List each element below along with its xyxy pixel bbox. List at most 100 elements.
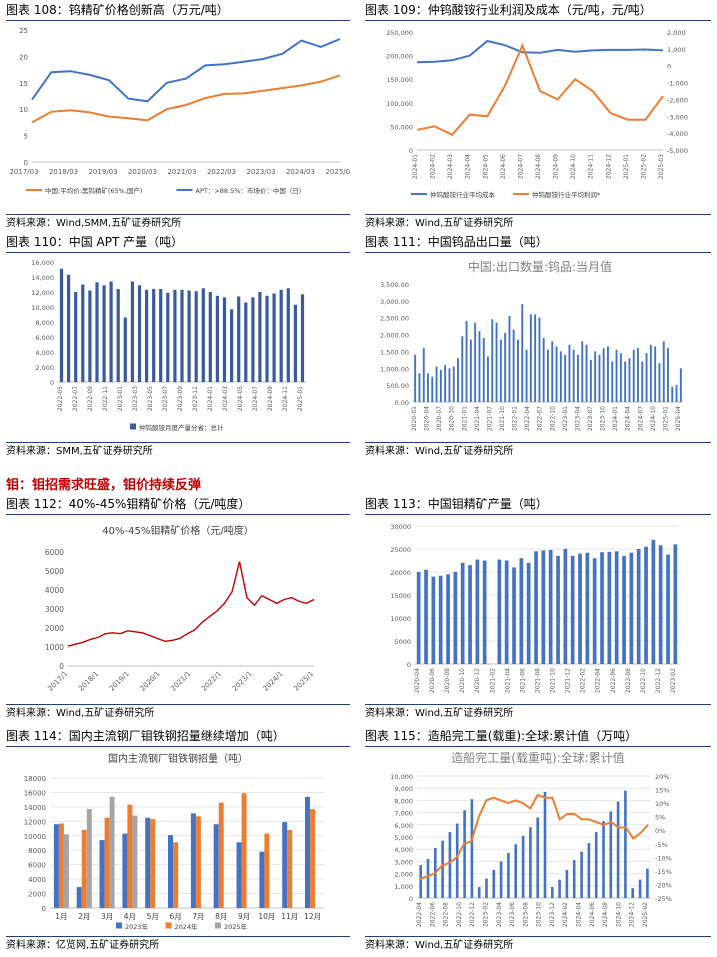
bar [594, 351, 597, 402]
bar-chart: 0 2,000 4,000 6,000 8,000 10,000 12,000 14,000 1… [31, 259, 306, 432]
series-line [67, 561, 315, 647]
bar [548, 549, 553, 664]
x-tick-label: 2024-04 [625, 406, 632, 431]
y-tick-label: 16,000 [31, 259, 54, 267]
chart-panel-110: 图表 110：中国 APT 产量（吨） 0 2,000 4,000 6,000 8,00… [6, 232, 350, 458]
bar [422, 348, 425, 402]
x-tick-label: 2020-01 [411, 406, 418, 431]
bar [300, 294, 305, 383]
bar [637, 348, 639, 402]
x-tick-label: 2022-06 [429, 902, 436, 927]
bar [122, 833, 128, 908]
bar [521, 304, 524, 402]
section-heading: 钼：钼招需求旺盛，钼价持续反弹 [6, 478, 202, 493]
y-tick-label: 4000 [45, 586, 64, 595]
x-tick-label: 2月 [78, 912, 90, 921]
bar [195, 816, 201, 908]
bar [508, 316, 511, 402]
y2-tick-label: 1,000 [667, 46, 686, 54]
x-tick-label: 2024-10 [570, 154, 577, 179]
bar [272, 293, 276, 382]
bar [99, 840, 105, 908]
bar [145, 289, 149, 383]
x-tick-label: 2024-12 [629, 902, 636, 927]
bar [671, 386, 674, 402]
bar [130, 281, 134, 382]
bar [512, 329, 515, 402]
bar [474, 322, 477, 402]
x-tick-label: 2025-03 [658, 154, 665, 179]
y-tick-label: 0 [409, 895, 413, 903]
bar [587, 843, 591, 898]
y-tick-label: 20 [19, 53, 28, 61]
x-tick-label: 2025-01 [623, 154, 630, 179]
bar [679, 368, 682, 402]
bar [641, 361, 644, 402]
bar [305, 796, 310, 908]
plot-area: 国内主流钢厂钼铁钢招量（吨） 0 2000 4000 6000 8000 10000 1200… [6, 748, 350, 934]
bar [173, 289, 177, 383]
y-tick-label: 7,000 [394, 810, 413, 818]
x-tick-label: 2024-06 [500, 154, 507, 179]
line-chart: 0 5 10 15 20 25 2017/03 2018/03 2019/03 2020/03 20… [9, 27, 354, 195]
bar [525, 349, 528, 402]
bar [512, 567, 516, 664]
x-tick-label: 2024-09 [553, 154, 560, 179]
bar [173, 842, 179, 908]
legend-label: 仲钨酸铵行业平均成本 [430, 190, 496, 199]
bar [499, 861, 503, 898]
x-tick-label: 2025/1 [292, 670, 315, 693]
x-tick-label: 2022-09 [87, 386, 94, 411]
x-tick-label: 2022-10 [640, 668, 647, 693]
chart-inner-title: 造船完工量(载重吨):全球:累计值 [451, 750, 624, 765]
bar [279, 289, 283, 383]
y-tick-label: 8,000 [394, 797, 413, 805]
bar [236, 842, 242, 908]
bar [439, 370, 442, 402]
x-tick-label: 2017/1 [46, 670, 69, 693]
y-tick-label: 18000 [24, 775, 46, 783]
bar [259, 851, 265, 908]
x-tick-label: 2019/03 [88, 168, 117, 176]
bar [491, 319, 494, 402]
x-tick-label: 2024-01 [612, 406, 619, 431]
bar [424, 569, 428, 664]
y-tick-label: 6000 [28, 862, 46, 870]
chart-panel-114: 图表 114：国内主流钢厂钼铁钢招量继续增加（吨） 国内主流钢厂钼铁钢招量（吨）… [6, 726, 350, 954]
bar [521, 835, 525, 898]
bar [258, 292, 262, 382]
legend-label: 仲钨酸铵月度产量分省：总计 [139, 423, 224, 432]
y-tick-label: 250,000 [386, 29, 413, 37]
y2-tick-label: -4,000 [667, 130, 688, 138]
bar [631, 888, 634, 898]
grouped-bar-chart: 国内主流钢厂钼铁钢招量（吨） 0 2000 4000 6000 8000 10000 1200… [24, 752, 324, 931]
bar [514, 844, 517, 898]
x-tick-label: 2025-01 [662, 406, 669, 431]
bar [600, 552, 604, 664]
bar [132, 815, 138, 908]
bar [475, 559, 480, 664]
bar [507, 852, 510, 898]
bar [286, 288, 290, 383]
x-tick-label: 9月 [238, 912, 250, 921]
y-tick-label: 3000 [45, 605, 64, 614]
bar [431, 576, 436, 664]
x-tick-label: 2024-10 [650, 406, 657, 431]
bar [565, 869, 569, 898]
bar [585, 344, 588, 402]
source-note: 资料来源：Wind,五矿证券研究所 [6, 704, 350, 723]
bar [58, 823, 64, 908]
y-tick-label: 10000 [24, 833, 46, 841]
bar [74, 292, 78, 382]
bar [529, 827, 532, 898]
y-tick-label: 8,000 [35, 319, 54, 327]
x-tick-label: 2025/03 [325, 168, 350, 176]
chart-panel-111: 图表 111：中国钨品出口量（吨） 中国:出口数量:钨品:当月值 0.00 500.… [365, 232, 711, 458]
bar [602, 348, 605, 402]
source-note: 资料来源：Wind,SMM,五矿证券研究所 [6, 214, 350, 233]
bar [187, 290, 191, 382]
bar [469, 339, 472, 402]
legend-label: 仲钨酸铵行业平均利润* [532, 190, 601, 199]
x-tick-label: 1月 [55, 912, 67, 921]
x-tick-label: 2024-04 [576, 902, 583, 927]
